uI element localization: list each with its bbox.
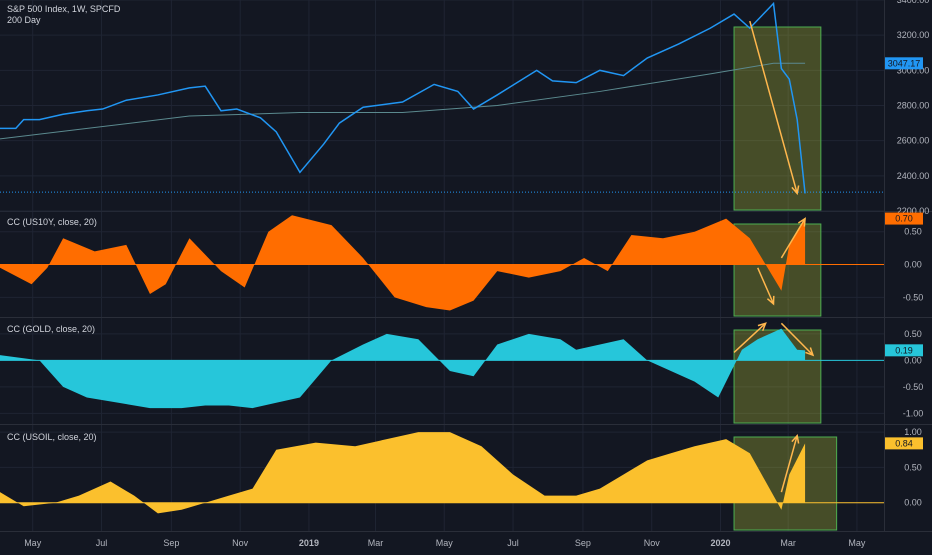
ma-legend: 200 Day (7, 15, 41, 25)
price-y-tick-label-2: 2600.00 (897, 136, 930, 146)
x-tick-label-4: 2019 (299, 538, 319, 548)
usoil-last-value-badge (885, 437, 923, 450)
x-axis: May Jul Sep Nov 2019 Mar May Jul Sep Nov 2020 Mar Ma… (24, 538, 866, 548)
trend-arrow-3 (733, 322, 767, 354)
trend-arrow-0 (749, 20, 798, 194)
price-y-tick-label-6: 3400.00 (897, 0, 930, 5)
usoil-y-tick-label-2: 0.00 (904, 498, 922, 508)
trend-arrow-head-4 (805, 347, 815, 357)
ma-line (0, 62, 806, 140)
x-tick-label-5: Mar (368, 538, 384, 548)
usoil-title: CC (USOIL, close, 20) (7, 432, 97, 442)
trend-arrow-1 (757, 267, 775, 305)
usoil-area (0, 432, 806, 514)
us10y-last-value-badge (885, 212, 923, 225)
trend-arrow-4 (780, 322, 814, 356)
x-tick-label-3: Nov (232, 538, 249, 548)
trend-arrow-head-3 (757, 322, 767, 332)
trend-arrow-head-0 (791, 185, 800, 196)
gold-y-tick-label-1: 0.00 (904, 355, 922, 365)
x-tick-label-9: Nov (644, 538, 661, 548)
price-y-tick-label-4: 3000.00 (897, 65, 930, 75)
x-tick-label-11: Mar (780, 538, 796, 548)
usoil-y-tick-label-1: 0.50 (904, 462, 922, 472)
us10y-y-tick-label-1: 0.00 (904, 260, 922, 270)
x-tick-label-6: May (436, 538, 454, 548)
pane-us10y[interactable]: 0.50 0.00 -0.50 0.70 (0, 212, 924, 317)
x-tick-label-1: Jul (96, 538, 108, 548)
x-tick-label-0: May (24, 538, 42, 548)
us10y-area (0, 215, 806, 311)
legends: S&P 500 Index, 1W, SPCFD 200 Day CC (US1… (7, 4, 121, 442)
gold-y-tick-label-0: 0.50 (904, 329, 922, 339)
pane-price[interactable]: 2200.00 2400.00 2600.00 2800.00 3000.00 3200.… (0, 0, 929, 216)
us10y-last-value-label: 0.70 (895, 214, 913, 224)
trend-arrow-5 (780, 435, 798, 493)
trend-arrow-head-5 (791, 433, 800, 444)
price-y-tick-label-5: 3200.00 (897, 30, 930, 40)
x-tick-label-7: Jul (507, 538, 519, 548)
x-tick-label-12: May (848, 538, 866, 548)
price-title: S&P 500 Index, 1W, SPCFD (7, 4, 121, 14)
us10y-y-tick-label-2: -0.50 (903, 292, 924, 302)
price-last-value-label: 3047.17 (888, 58, 921, 68)
trend-arrow-head-1 (766, 295, 775, 306)
price-line (0, 1, 806, 194)
x-tick-label-2: Sep (163, 538, 179, 548)
price-y-tick-label-3: 2800.00 (897, 101, 930, 111)
gold-area (0, 328, 806, 409)
x-tick-label-8: Sep (575, 538, 591, 548)
gold-title: CC (GOLD, close, 20) (7, 324, 95, 334)
price-y-tick-label-0: 2200.00 (897, 206, 930, 216)
us10y-y-tick-label-0: 0.50 (904, 227, 922, 237)
usoil-y-tick-label-0: 1.00 (904, 427, 922, 437)
gold-last-value-label: 0.19 (895, 345, 913, 355)
pane-gold[interactable]: 0.50 0.00 -0.50 -1.00 0.19 (0, 322, 924, 424)
price-highlight-box (733, 26, 822, 211)
price-last-value-badge (885, 57, 923, 70)
us10y-title: CC (US10Y, close, 20) (7, 217, 97, 227)
x-tick-label-10: 2020 (710, 538, 730, 548)
trend-arrow-2 (780, 218, 806, 259)
gold-y-tick-label-3: -1.00 (903, 408, 924, 418)
price-y-tick-label-1: 2400.00 (897, 171, 930, 181)
usoil-last-value-label: 0.84 (895, 438, 913, 448)
trend-arrow-head-2 (797, 217, 806, 227)
pane-usoil[interactable]: 1.00 0.50 0.00 0.84 (0, 427, 923, 531)
gold-y-tick-label-2: -0.50 (903, 382, 924, 392)
gold-last-value-badge (885, 344, 923, 357)
